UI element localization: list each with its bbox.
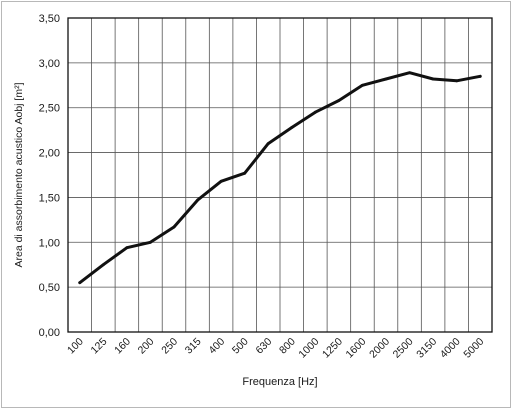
y-axis-ticks: 0,00 0,50 1,00 1,50 2,00 2,50 3,00 3,50 [39,13,60,339]
series-line [78,71,482,285]
y-tick-label: 2,00 [39,148,60,160]
outer-frame [1,1,511,408]
data-point [408,71,411,75]
y-tick-label: 0,00 [39,327,60,339]
y-axis-label: Area di assorbimento acustico Aobj [m²] [13,82,25,267]
data-point [290,126,294,129]
data-point [313,110,317,114]
y-tick-label: 3,50 [39,13,60,25]
data-point [125,246,129,250]
y-tick-label: 3,00 [39,58,60,70]
data-point [361,83,364,87]
y-tick-label: 2,50 [39,103,60,115]
data-point [78,281,82,285]
data-point [478,74,482,78]
data-point [266,142,270,146]
data-point [455,79,459,83]
data-point [431,77,435,81]
y-tick-label: 1,00 [39,237,60,249]
data-point [243,171,247,175]
data-point [172,225,176,229]
series-layer [78,71,482,285]
data-point [101,263,105,267]
data-point [149,240,152,244]
data-point [196,198,199,202]
data-point [337,99,341,102]
data-point [384,77,388,81]
x-axis-label: Frequenza [Hz] [242,376,317,388]
data-point [219,179,223,183]
y-tick-label: 0,50 [39,282,60,294]
y-tick-label: 1,50 [39,192,60,204]
plot-area-frame [67,17,493,333]
